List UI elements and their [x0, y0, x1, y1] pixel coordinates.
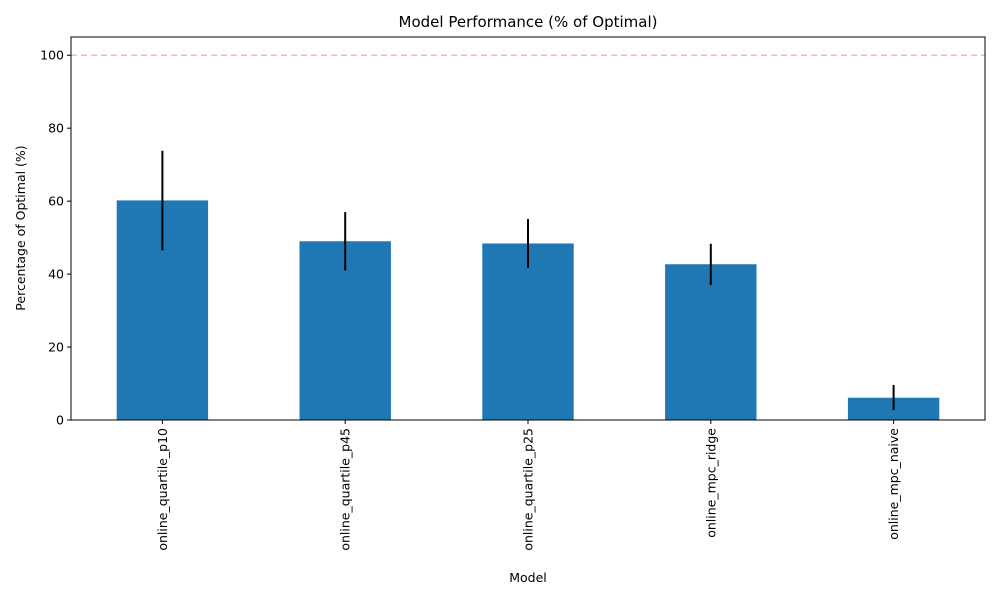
bar-online_mpc_ridge: [665, 264, 757, 420]
x-tick-label-online_quartile_p45: online_quartile_p45: [338, 428, 353, 551]
y-axis-label: Percentage of Optimal (%): [13, 145, 28, 310]
bar-online_quartile_p45: [299, 241, 391, 420]
x-tick-label-online_quartile_p10: online_quartile_p10: [155, 428, 170, 551]
chart-title: Model Performance (% of Optimal): [399, 13, 658, 31]
x-tick-label-online_mpc_naive: online_mpc_naive: [886, 428, 901, 540]
bar-online_quartile_p25: [482, 243, 574, 420]
y-tick-label-80: 80: [48, 121, 64, 136]
x-axis-label: Model: [509, 570, 547, 585]
x-tick-label-online_mpc_ridge: online_mpc_ridge: [703, 428, 718, 538]
plot-area: 0 20 40 60 80 100 online_quartile_p10 online_qu…: [40, 36, 986, 551]
y-tick-label-0: 0: [56, 413, 64, 428]
x-tick-label-online_quartile_p25: online_quartile_p25: [521, 428, 536, 551]
y-tick-label-20: 20: [48, 340, 64, 355]
y-tick-label-60: 60: [48, 194, 64, 209]
y-tick-label-40: 40: [48, 267, 64, 282]
y-tick-label-100: 100: [40, 48, 64, 63]
